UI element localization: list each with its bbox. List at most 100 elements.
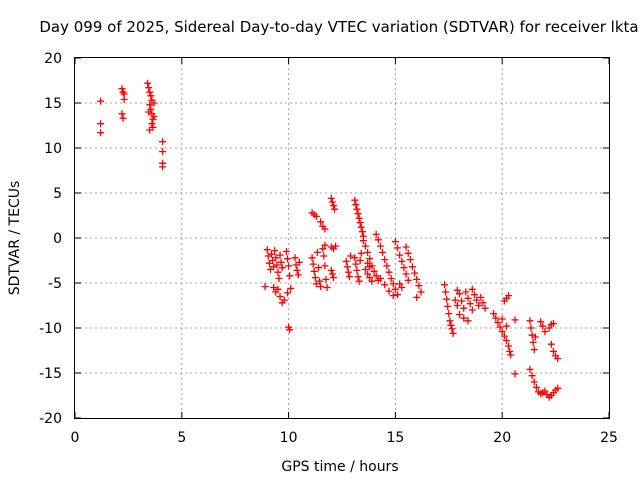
data-point — [313, 248, 321, 256]
data-point — [505, 342, 513, 350]
data-point — [366, 255, 374, 263]
data-point — [455, 290, 463, 298]
data-point — [294, 271, 302, 279]
data-point — [448, 325, 456, 333]
data-point — [492, 314, 500, 322]
data-point — [394, 244, 402, 252]
y-tick-label: 15 — [44, 96, 62, 112]
data-point — [402, 270, 410, 278]
y-tick-label: 0 — [53, 231, 62, 247]
data-point — [97, 97, 105, 105]
data-point — [505, 292, 513, 300]
data-point — [447, 321, 455, 329]
data-point — [355, 214, 363, 222]
data-point — [150, 99, 158, 107]
data-point — [460, 314, 468, 322]
data-point — [364, 248, 372, 256]
data-point — [381, 256, 389, 264]
data-point — [462, 288, 470, 296]
data-point — [331, 205, 339, 213]
data-point — [396, 251, 404, 259]
data-point — [449, 329, 457, 337]
data-point — [541, 328, 549, 336]
data-point — [275, 275, 283, 282]
data-point — [396, 280, 404, 288]
data-point — [370, 267, 378, 275]
data-point — [466, 300, 474, 308]
data-point — [381, 281, 389, 289]
data-point — [320, 252, 328, 260]
data-point — [400, 264, 408, 272]
data-point — [271, 247, 279, 255]
data-point — [272, 254, 280, 262]
x-tick-label: 10 — [280, 430, 298, 446]
x-tick-label: 0 — [71, 430, 80, 446]
data-point — [398, 284, 406, 291]
data-point — [464, 294, 472, 302]
data-point — [417, 288, 425, 296]
data-point — [530, 378, 538, 386]
data-point — [528, 372, 536, 380]
data-point — [358, 228, 366, 236]
data-point — [477, 293, 485, 301]
chart-title: Day 099 of 2025, Sidereal Day-to-day VTE… — [39, 18, 638, 36]
data-point — [286, 326, 294, 334]
data-point — [276, 293, 284, 300]
data-point — [328, 198, 336, 206]
data-point — [147, 92, 155, 100]
data-point — [282, 248, 290, 255]
data-points — [97, 79, 562, 401]
data-point — [274, 268, 282, 276]
data-point — [372, 230, 380, 238]
data-point — [511, 316, 519, 324]
data-point — [359, 237, 367, 245]
data-point — [357, 223, 365, 231]
data-point — [295, 258, 303, 266]
data-point — [347, 252, 355, 260]
data-point — [530, 346, 538, 354]
data-point — [527, 324, 535, 332]
data-point — [159, 163, 167, 171]
data-point — [319, 245, 327, 253]
data-point — [526, 365, 534, 373]
data-point — [443, 295, 451, 303]
data-point — [270, 284, 278, 291]
data-point — [415, 282, 423, 290]
data-point — [343, 263, 351, 271]
data-point — [539, 322, 547, 330]
data-point — [391, 285, 399, 293]
data-point — [311, 274, 319, 282]
data-point — [284, 289, 292, 297]
data-point — [468, 306, 476, 314]
data-point — [451, 296, 459, 304]
data-point — [344, 268, 352, 276]
data-point — [97, 120, 105, 128]
data-point — [389, 280, 397, 288]
data-point — [263, 246, 271, 254]
data-point — [323, 284, 331, 291]
data-point — [273, 261, 281, 269]
data-point — [394, 291, 402, 299]
data-point — [402, 243, 410, 251]
data-point — [159, 148, 167, 156]
data-point — [361, 266, 369, 273]
data-point — [387, 275, 395, 282]
data-point — [278, 264, 286, 272]
data-point — [453, 302, 461, 309]
data-point — [532, 383, 540, 391]
data-point — [118, 110, 126, 118]
data-point — [379, 248, 387, 256]
y-tick-label: 20 — [44, 51, 62, 67]
data-point — [545, 324, 553, 332]
data-point — [286, 272, 294, 280]
data-point — [376, 242, 384, 250]
data-point — [368, 277, 376, 285]
data-point — [145, 108, 153, 116]
data-point — [531, 333, 539, 341]
data-point — [354, 273, 362, 281]
data-point — [329, 202, 337, 210]
data-point — [526, 317, 534, 325]
data-point — [118, 85, 126, 93]
data-point — [357, 249, 365, 257]
